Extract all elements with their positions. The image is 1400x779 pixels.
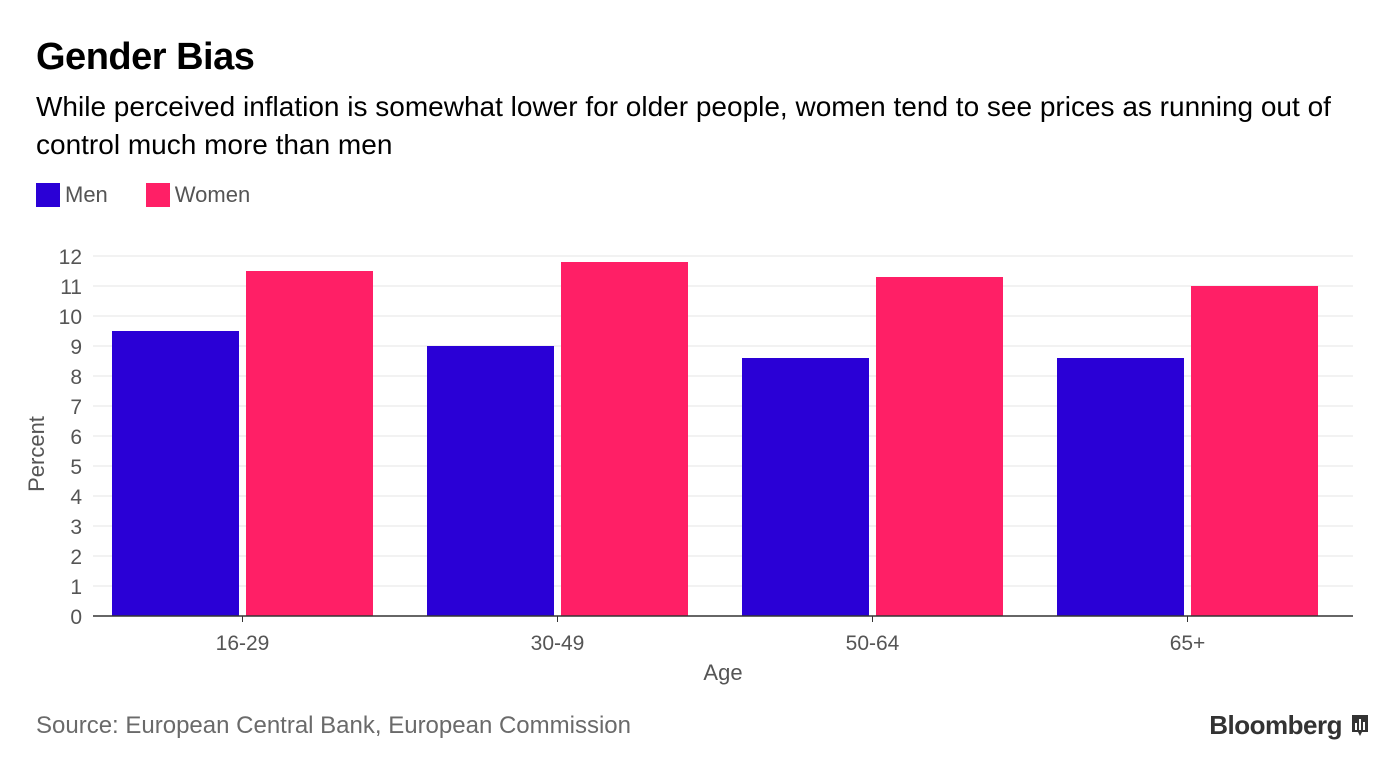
- bar-women-50-64: [876, 277, 1003, 616]
- y-tick-label: 3: [70, 516, 82, 539]
- legend-swatch-women: [145, 183, 170, 207]
- x-tick-label: 30-49: [531, 632, 585, 655]
- x-axis-ticks: 16-29 30-49 50-64 65+: [216, 616, 1206, 655]
- bar-women-65+: [1191, 286, 1318, 616]
- y-tick-label: 0: [70, 606, 82, 629]
- bar-women-30-49: [561, 262, 688, 616]
- brand-name: Bloomberg: [1209, 710, 1342, 740]
- x-tick-label: 16-29: [216, 632, 270, 655]
- y-tick-label: 10: [59, 306, 82, 329]
- y-tick-label: 4: [70, 486, 82, 509]
- source-note: Source: European Central Bank, European …: [36, 712, 631, 739]
- legend-label-women: Women: [174, 182, 251, 207]
- chart-subtitle: While perceived inflation is somewhat lo…: [36, 91, 1331, 160]
- bars: [112, 262, 1318, 616]
- bar-men-50-64: [742, 358, 869, 616]
- x-tick-label: 50-64: [846, 632, 900, 655]
- legend-swatch-men: [36, 183, 60, 207]
- bar-men-16-29: [112, 331, 239, 616]
- y-tick-label: 8: [70, 366, 82, 389]
- y-tick-label: 11: [60, 276, 82, 299]
- legend-item-women: Women: [145, 182, 251, 208]
- brand-logo: Bloomberg: [1209, 710, 1370, 741]
- legend: Men Women: [36, 182, 288, 208]
- y-tick-label: 2: [70, 546, 82, 569]
- legend-label-men: Men: [65, 182, 108, 207]
- x-axis-label: Age: [703, 660, 742, 685]
- y-tick-label: 12: [59, 246, 82, 269]
- bar-women-16-29: [246, 271, 373, 616]
- bar-men-65+: [1057, 358, 1184, 616]
- bar-men-30-49: [427, 346, 554, 616]
- y-tick-label: 1: [70, 576, 82, 599]
- bloomberg-chart-icon: [1352, 714, 1368, 736]
- chart-title: Gender Bias: [36, 36, 255, 78]
- legend-item-men: Men: [36, 182, 108, 208]
- x-tick-label: 65+: [1170, 632, 1206, 655]
- y-tick-label: 5: [70, 456, 82, 479]
- y-tick-label: 9: [70, 336, 82, 359]
- y-tick-label: 7: [70, 396, 82, 419]
- y-tick-label: 6: [70, 426, 82, 449]
- y-axis-label: Percent: [24, 416, 49, 492]
